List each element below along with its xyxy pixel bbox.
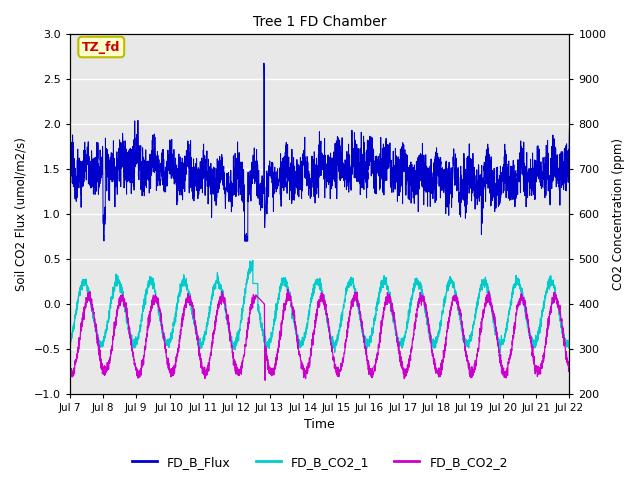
FD_B_CO2_1 <box>152 294 160 300</box>
FD_B_CO2_1 <box>66 342 74 348</box>
FD_B_Flux <box>280 182 287 188</box>
FD_B_CO2_2 <box>261 377 269 383</box>
Y-axis label: Soil CO2 Flux (umol/m2/s): Soil CO2 Flux (umol/m2/s) <box>15 137 28 291</box>
FD_B_CO2_1 <box>566 336 573 342</box>
FD_B_Flux <box>123 163 131 168</box>
FD_B_Flux <box>66 168 74 174</box>
Line: FD_B_CO2_1: FD_B_CO2_1 <box>70 260 570 353</box>
FD_B_Flux <box>566 127 573 132</box>
FD_B_CO2_1 <box>556 312 564 318</box>
FD_B_CO2_2 <box>279 316 287 322</box>
FD_B_Flux <box>100 238 108 244</box>
FD_B_CO2_2 <box>66 370 74 375</box>
FD_B_CO2_1 <box>249 257 257 263</box>
FD_B_Flux <box>502 195 510 201</box>
FD_B_CO2_2 <box>123 310 131 316</box>
FD_B_CO2_2 <box>556 302 564 308</box>
X-axis label: Time: Time <box>304 419 335 432</box>
FD_B_CO2_2 <box>284 287 292 292</box>
FD_B_CO2_1 <box>279 279 287 285</box>
Title: Tree 1 FD Chamber: Tree 1 FD Chamber <box>253 15 387 29</box>
FD_B_Flux <box>152 188 160 193</box>
Y-axis label: CO2 Concentration (ppm): CO2 Concentration (ppm) <box>612 138 625 290</box>
FD_B_CO2_2 <box>502 371 510 377</box>
FD_B_CO2_1 <box>123 312 131 318</box>
FD_B_Flux <box>556 202 564 208</box>
FD_B_CO2_2 <box>566 367 573 373</box>
FD_B_Flux <box>257 180 265 185</box>
FD_B_CO2_1 <box>502 325 510 331</box>
FD_B_CO2_1 <box>496 350 504 356</box>
FD_B_Flux <box>260 60 268 66</box>
FD_B_CO2_1 <box>257 321 265 327</box>
Line: FD_B_Flux: FD_B_Flux <box>70 63 570 241</box>
Text: TZ_fd: TZ_fd <box>82 40 120 53</box>
FD_B_CO2_2 <box>257 298 265 303</box>
Legend: FD_B_Flux, FD_B_CO2_1, FD_B_CO2_2: FD_B_Flux, FD_B_CO2_1, FD_B_CO2_2 <box>127 451 513 474</box>
FD_B_CO2_2 <box>152 296 160 302</box>
Line: FD_B_CO2_2: FD_B_CO2_2 <box>70 289 570 380</box>
